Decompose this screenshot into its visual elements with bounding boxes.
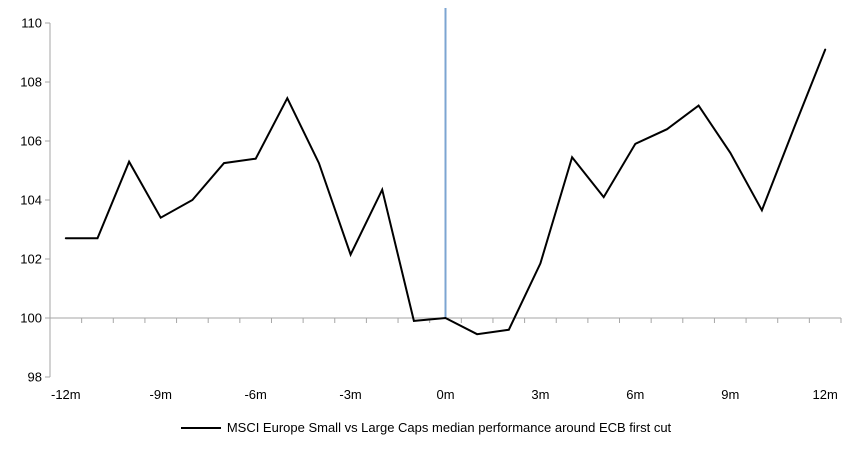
x-tick-label: -3m [339, 387, 361, 402]
x-tick-label: -6m [244, 387, 266, 402]
x-tick-label: 3m [531, 387, 549, 402]
x-tick-label: -9m [150, 387, 172, 402]
y-tick-label: 110 [21, 16, 42, 31]
legend-label: MSCI Europe Small vs Large Caps median p… [226, 420, 672, 435]
x-tick-label: 6m [626, 387, 644, 402]
y-tick-label: 102 [20, 252, 42, 267]
y-tick-label: 106 [20, 134, 42, 149]
y-tick-label: 98 [28, 370, 42, 385]
legend-line-swatch [180, 426, 221, 429]
legend: MSCI Europe Small vs Large Caps median p… [0, 420, 852, 435]
y-tick-label: 104 [20, 193, 42, 208]
series-line [64, 48, 827, 336]
x-tick-label: 12m [813, 387, 838, 402]
x-tick-label: -12m [51, 387, 81, 402]
x-tick-label: 9m [721, 387, 739, 402]
x-tick-label: 0m [436, 387, 454, 402]
y-tick-label: 108 [20, 75, 42, 90]
y-tick-label: 100 [20, 311, 42, 326]
